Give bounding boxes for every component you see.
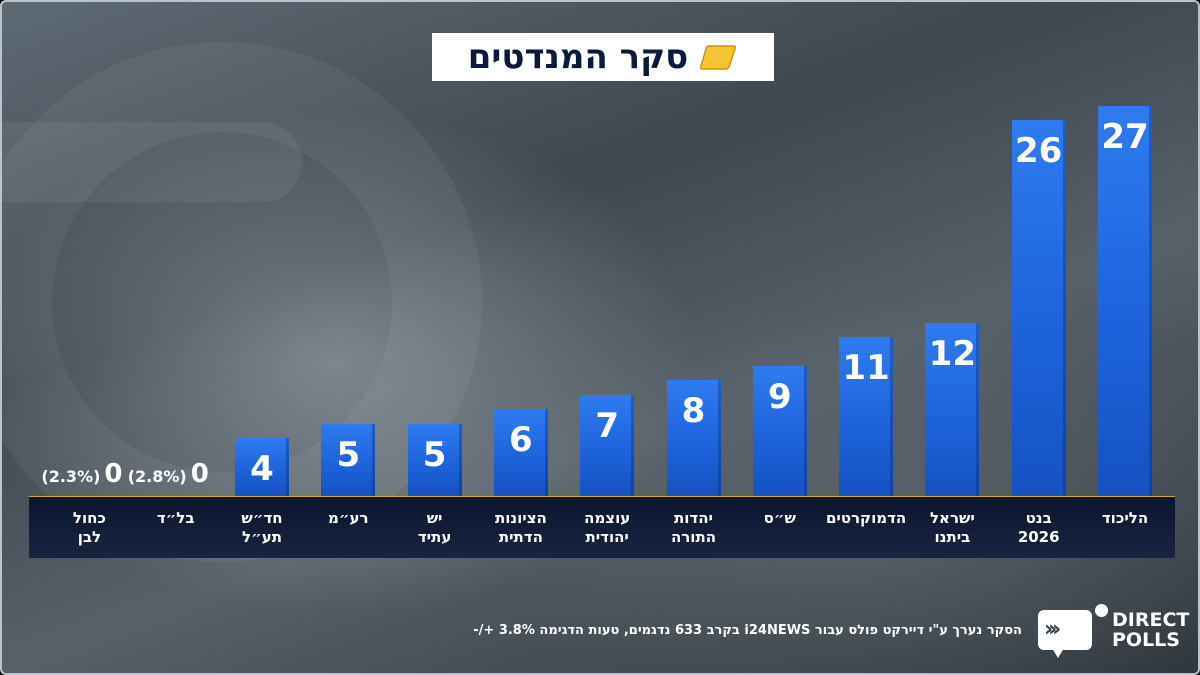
bar-value-label: 5 [422, 434, 447, 475]
bar [666, 380, 721, 496]
bar [321, 423, 376, 496]
survey-footnote: הסקר נערך ע"י דיירקט פולס עבור i24NEWS ב… [473, 623, 1022, 638]
bar-value-label: 9 [767, 377, 792, 417]
bar-value-label: 0 [104, 459, 123, 489]
bar [493, 409, 548, 496]
logo-text-polls: POLLS [1112, 629, 1180, 651]
category-label-panel [29, 497, 1175, 558]
category-label: כחול לבן [72, 509, 106, 546]
bar [752, 366, 807, 496]
bar [839, 337, 894, 496]
logo-badge [1038, 610, 1092, 650]
bar-value-label: 0 [190, 459, 209, 489]
bar-value-label: 6 [509, 420, 533, 461]
category-label: הליכוד [1101, 509, 1149, 527]
bar-value-label: 5 [336, 434, 361, 475]
chart-title: סקר המנדטים [467, 37, 689, 77]
category-label: הדמוקרטים [825, 509, 907, 527]
bar-value-label: 12 [928, 333, 977, 374]
logo-speech-tail [1052, 648, 1064, 658]
bar [407, 423, 462, 496]
category-label: הציונות הדתית [494, 509, 547, 546]
bar [1098, 106, 1152, 496]
logo-text-direct: DIRECT [1112, 609, 1190, 631]
bar-value-label: 11 [842, 348, 890, 389]
zero-seat-label: (2.8%) 0 [128, 461, 209, 487]
category-label: חד״ש תע״ל [241, 509, 283, 546]
category-label: ש״ס [763, 509, 796, 527]
bar-value-label: 8 [681, 391, 706, 432]
bar [235, 438, 289, 496]
category-label: יהדות התורה [670, 509, 717, 546]
zero-seat-label: (2.3%) 0 [41, 461, 122, 487]
bar [1011, 120, 1066, 496]
logo-dot [1095, 604, 1108, 617]
category-label: עוצמה יהודית [584, 509, 631, 546]
category-label: ישראל ביתנו [929, 509, 975, 546]
bar-value-label: 26 [1015, 131, 1063, 172]
yellow-card-icon [700, 45, 737, 70]
bar-value-label: 7 [595, 405, 620, 446]
vote-percent-label: (2.3%) [41, 467, 101, 486]
bar [580, 394, 635, 496]
bar-value-label: 27 [1101, 117, 1149, 157]
category-label: בנט 2026 [1017, 509, 1060, 546]
speech-arrows-icon: ››› [1044, 617, 1061, 642]
direct-polls-logo: ››› DIRECT POLLS [1038, 602, 1189, 662]
background-watermark-stroke [2, 122, 302, 202]
category-label: רע״מ [328, 509, 369, 527]
vote-percent-label: (2.8%) [127, 467, 187, 486]
category-label: בל״ד [156, 509, 195, 527]
chart-title-box: סקר המנדטים [432, 33, 774, 81]
category-label: יש עתיד [417, 509, 452, 546]
bar [925, 322, 980, 496]
bar-value-label: 4 [250, 449, 274, 490]
